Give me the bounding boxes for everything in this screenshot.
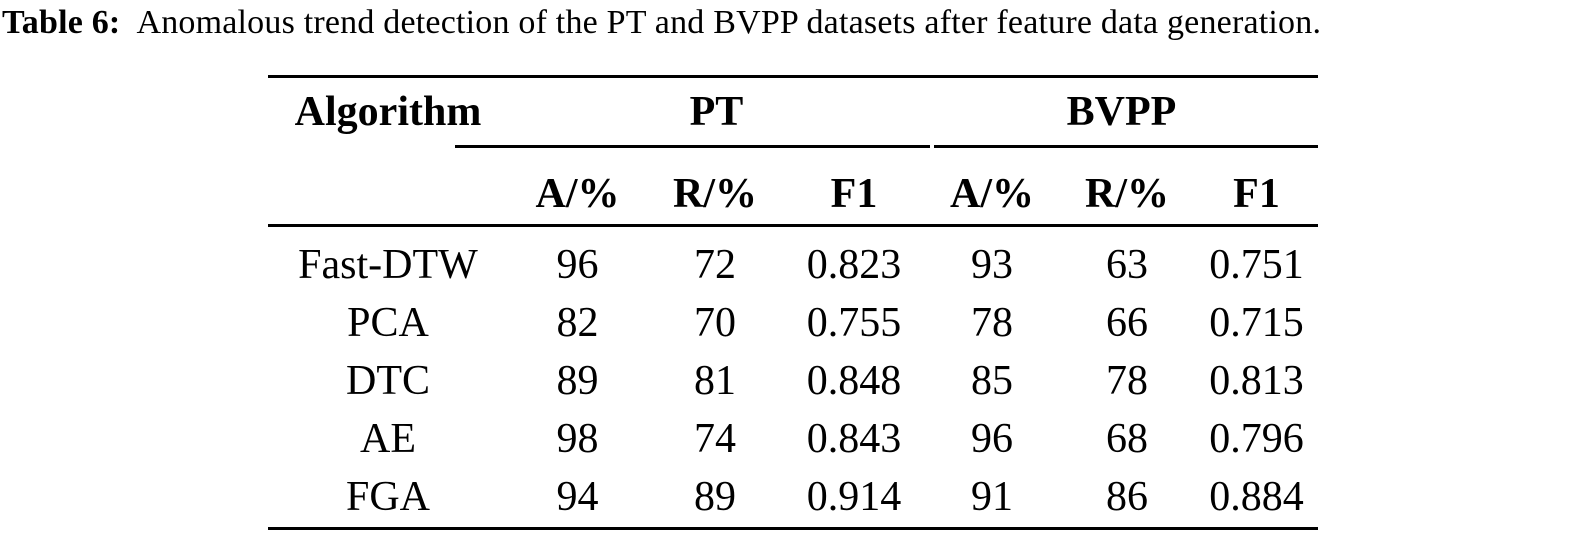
subheader-bvpp-accuracy: A/% — [950, 171, 1034, 217]
bvpp-group-rule — [934, 145, 1318, 148]
table-cell: 96 — [971, 416, 1013, 462]
table-cell: 0.914 — [806, 474, 902, 520]
table-cell: 66 — [1106, 300, 1148, 346]
subheader-row: A/% R/% F1 A/% R/% F1 — [268, 148, 1318, 224]
table-cell: 0.751 — [1209, 242, 1304, 288]
table-row: Fast-DTW 96 72 0.823 93 63 0.751 — [268, 236, 1318, 294]
table-cell: 81 — [694, 358, 736, 404]
table-cell: 78 — [971, 300, 1013, 346]
table-cell: 98 — [556, 416, 599, 462]
table-cell: 89 — [556, 358, 599, 404]
algorithm-name: DTC — [346, 358, 430, 404]
group-header-pt: PT — [689, 88, 744, 135]
algorithm-name: FGA — [345, 474, 431, 520]
table-cell: 89 — [694, 474, 736, 520]
table-cell: 0.796 — [1209, 416, 1304, 462]
table-cell: 0.884 — [1209, 474, 1304, 520]
table-cell: 0.755 — [806, 300, 902, 346]
subheader-pt-accuracy: A/% — [535, 171, 620, 217]
pt-group-rule — [455, 145, 930, 148]
subheader-pt-recall: R/% — [673, 171, 757, 217]
table-cell: 0.715 — [1209, 300, 1304, 346]
algorithm-name: PCA — [347, 300, 429, 346]
table-row: PCA 82 70 0.755 78 66 0.715 — [268, 294, 1318, 352]
table-cell: 0.823 — [806, 242, 902, 288]
bottom-rule — [268, 527, 1318, 530]
subheader-bvpp-recall: R/% — [1085, 171, 1169, 217]
data-table: Algorithm PT BVPP A/% R/% F1 A/% R/% F1 … — [268, 75, 1318, 533]
group-header-bvpp: BVPP — [1066, 88, 1177, 135]
table-cell: 78 — [1106, 358, 1148, 404]
table-cell: 68 — [1106, 416, 1148, 462]
header-rule — [268, 224, 1318, 227]
algorithm-name: Fast-DTW — [298, 242, 478, 288]
column-header-algorithm: Algorithm — [294, 88, 482, 135]
table-cell: 74 — [694, 416, 736, 462]
table-cell: 93 — [971, 242, 1013, 288]
caption-text: Anomalous trend detection of the PT and … — [136, 4, 1322, 41]
table-row: FGA 94 89 0.914 91 86 0.884 — [268, 468, 1318, 526]
table-cell: 91 — [971, 474, 1013, 520]
table-number-label: Table 6: — [2, 4, 121, 41]
table-row: AE 98 74 0.843 96 68 0.796 — [268, 410, 1318, 468]
table-cell: 72 — [694, 242, 736, 288]
table-caption: Table 6: Anomalous trend detection of the… — [2, 0, 1582, 46]
table-cell: 70 — [694, 300, 736, 346]
table-cell: 86 — [1106, 474, 1148, 520]
table-cell: 63 — [1106, 242, 1148, 288]
top-rule — [268, 75, 1318, 78]
subheader-pt-f1: F1 — [830, 171, 878, 217]
table-cell: 0.813 — [1209, 358, 1304, 404]
table-cell: 0.848 — [806, 358, 902, 404]
table-cell: 82 — [556, 300, 599, 346]
table-cell: 96 — [556, 242, 599, 288]
algorithm-name: AE — [360, 416, 416, 462]
group-header-row: Algorithm PT BVPP — [268, 78, 1318, 145]
table-row: DTC 89 81 0.848 85 78 0.813 — [268, 352, 1318, 410]
table-cell: 85 — [971, 358, 1013, 404]
table-cell: 0.843 — [806, 416, 902, 462]
subheader-bvpp-f1: F1 — [1233, 171, 1280, 217]
table-cell: 94 — [556, 474, 599, 520]
